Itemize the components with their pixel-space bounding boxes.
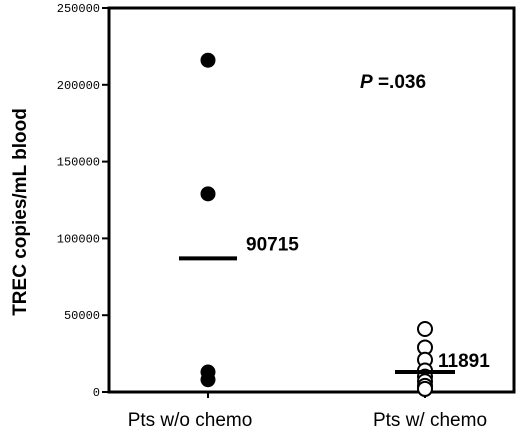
p-value-annotation: P =.036 xyxy=(360,72,426,93)
median-lines: 90715 11891 xyxy=(179,234,490,375)
median-label: 90715 xyxy=(246,234,299,255)
filled-data-point xyxy=(200,372,216,388)
data-points xyxy=(200,52,433,397)
filled-data-point xyxy=(200,186,216,202)
y-tick-label: 50000 xyxy=(64,309,100,323)
p-value-text: =.036 xyxy=(373,72,426,93)
p-value-italic: P xyxy=(360,72,373,93)
plot-frame xyxy=(107,6,516,394)
filled-data-point xyxy=(200,52,216,68)
y-tick-label: 100000 xyxy=(57,232,100,246)
x-axis: Pts w/o chemo Pts w/ chemo xyxy=(128,392,487,431)
median-label: 11891 xyxy=(438,351,490,372)
x-tick-label: Pts w/o chemo xyxy=(128,410,253,431)
y-axis: 0 50000 100000 150000 200000 250000 xyxy=(57,2,109,400)
x-tick-label: Pts w/ chemo xyxy=(373,410,487,431)
y-tick-label: 250000 xyxy=(57,2,100,16)
y-axis-label: TREC copies/mL blood xyxy=(10,108,31,316)
open-data-point xyxy=(417,380,433,397)
y-tick-label: 200000 xyxy=(57,79,100,93)
plot-border xyxy=(107,6,516,394)
open-data-point xyxy=(417,321,433,338)
y-tick-label: 0 xyxy=(93,386,100,400)
y-tick-label: 150000 xyxy=(57,156,100,170)
